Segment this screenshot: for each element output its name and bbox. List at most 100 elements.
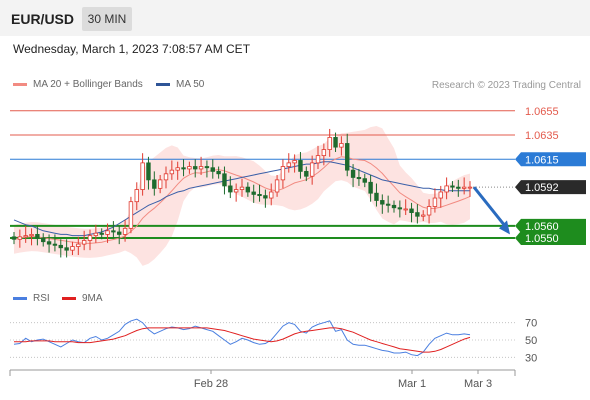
candle-body: [327, 137, 332, 150]
candle-body: [152, 179, 157, 189]
candle: [169, 160, 175, 180]
candle: [274, 175, 280, 197]
candle: [280, 159, 286, 189]
header-bar: EUR/USD 30 MIN: [0, 0, 590, 36]
candle: [216, 166, 221, 179]
candle: [81, 230, 87, 251]
candle-body: [397, 207, 403, 210]
candle: [350, 164, 356, 188]
candle-body: [181, 167, 186, 170]
candle: [333, 132, 338, 152]
candle: [456, 179, 461, 197]
candle-body: [461, 186, 467, 189]
candle: [339, 136, 344, 156]
candle: [175, 161, 180, 180]
legend-ma20-label: MA 20 + Bollinger Bands: [33, 79, 143, 90]
rsi-ma9-line: [14, 327, 471, 353]
legend-ma50-label: MA 50: [176, 79, 205, 90]
legend-ma20: MA 20 + Bollinger Bands: [13, 79, 143, 90]
candle-body: [157, 179, 163, 189]
candle: [233, 183, 239, 202]
legend-9ma: 9MA: [62, 293, 103, 304]
candle-body: [345, 143, 350, 171]
level-tag-bg: [515, 152, 586, 167]
candle: [198, 156, 204, 176]
candle: [105, 223, 110, 243]
candle-body: [146, 162, 151, 181]
candle: [58, 239, 63, 258]
candle-body: [193, 166, 198, 170]
candle-body: [29, 234, 34, 237]
candle-body: [17, 236, 23, 240]
candle: [228, 176, 233, 199]
candle-body: [438, 191, 443, 199]
candle: [29, 228, 34, 246]
candle-body: [93, 232, 99, 237]
candle: [257, 184, 262, 202]
candle: [76, 236, 81, 256]
candle-body: [450, 185, 455, 188]
x-tick-label: Feb 28: [194, 378, 228, 390]
candle-body: [409, 208, 414, 213]
candle: [46, 234, 52, 253]
candle-body: [216, 170, 221, 175]
level-tag-1.0560: 1.0560: [515, 218, 586, 233]
candle: [362, 173, 367, 188]
level-tag-1.0592: 1.0592: [515, 180, 586, 195]
candle: [385, 195, 391, 213]
candle: [286, 153, 291, 173]
candle: [368, 175, 373, 202]
forecast-arrow-line: [472, 186, 509, 230]
candle: [245, 182, 251, 197]
candle-body: [333, 137, 338, 148]
candle-body: [52, 243, 58, 246]
candle-body: [58, 244, 63, 249]
candle-body: [309, 162, 315, 177]
candle-body: [222, 173, 227, 187]
candle-body: [251, 191, 256, 195]
candle: [438, 185, 443, 208]
candle: [122, 219, 128, 242]
candle: [298, 151, 303, 179]
ma50-swatch: [156, 82, 170, 86]
rsi-tick-70: 70: [525, 318, 537, 330]
candle-body: [286, 162, 291, 167]
candle-body: [280, 166, 286, 181]
candle: [304, 166, 309, 182]
candle-body: [64, 247, 69, 251]
candle: [193, 159, 198, 178]
datetime-label: Wednesday, March 1, 2023 7:08:57 AM CET: [13, 42, 251, 56]
candle-body: [134, 189, 139, 203]
candle: [181, 159, 186, 177]
candle-body: [467, 186, 473, 189]
candle-body: [339, 143, 344, 148]
candle-body: [233, 189, 239, 193]
ma20-swatch: [13, 82, 27, 86]
candle-body: [368, 181, 373, 194]
candle: [251, 184, 256, 203]
rsi-tick-50: 50: [525, 335, 537, 347]
level-label-1.0635: 1.0635: [525, 130, 559, 142]
candle: [23, 225, 28, 243]
candle-body: [315, 155, 321, 164]
candle-body: [239, 186, 245, 190]
candle-body: [356, 177, 362, 180]
candle-body: [35, 234, 40, 239]
candle-body: [11, 236, 17, 240]
candle: [187, 161, 192, 174]
candle: [397, 200, 403, 218]
candle-body: [70, 246, 75, 251]
timeframe-button[interactable]: 30 MIN: [82, 7, 132, 31]
candle-body: [456, 186, 461, 189]
candle: [415, 204, 420, 224]
candle: [70, 241, 75, 256]
level-tag-1.0550: 1.0550: [515, 231, 586, 246]
candle: [140, 153, 145, 196]
legend-rsi-label: RSI: [33, 293, 50, 304]
candle-body: [263, 195, 268, 199]
candle: [41, 233, 46, 247]
candle-body: [374, 192, 379, 201]
candle-body: [99, 232, 104, 235]
candle: [292, 154, 297, 173]
level-tag-1.0615: 1.0615: [515, 152, 586, 167]
